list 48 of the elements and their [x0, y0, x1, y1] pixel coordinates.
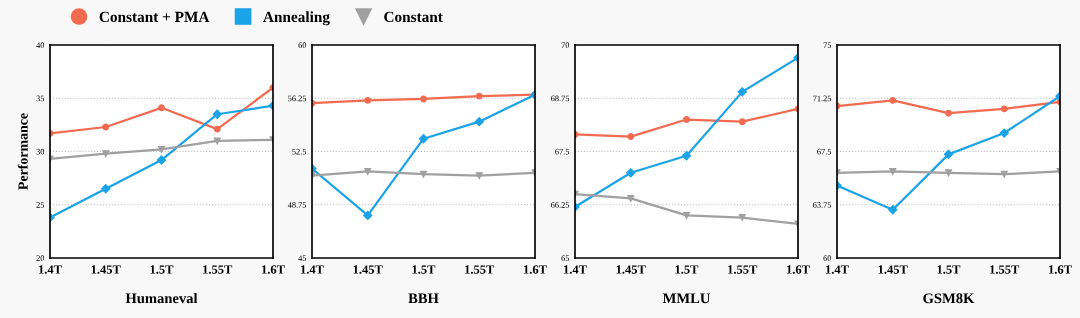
x-axis-title: MMLU [662, 293, 711, 304]
x-axis-title: Humaneval [125, 292, 198, 304]
x-axis-title: BBH [408, 293, 439, 304]
x-tick-label: 1.55T [203, 265, 233, 274]
x-tick-label: 1.4T [826, 265, 849, 274]
y-tick-label: 35 [36, 95, 45, 102]
x-tick-label: 1.45T [353, 265, 383, 274]
x-tick-label: 1.4T [564, 265, 587, 274]
y-tick-label: 63.75 [813, 202, 832, 208]
y-tick-label: 48.75 [287, 202, 307, 208]
x-tick-label: 1.5T [412, 265, 436, 274]
legend-label: Constant [384, 11, 443, 23]
x-axis-title: GSM8K [923, 293, 975, 304]
y-tick-label: 56.25 [288, 95, 307, 102]
x-tick-label: 1.55T [990, 265, 1020, 274]
y-tick-label: 25 [36, 202, 45, 208]
y-tick-label: 71.25 [813, 95, 832, 102]
legend-label: Constant + PMA [99, 11, 210, 23]
x-tick-label: 1.45T [878, 265, 908, 274]
x-tick-label: 1.5T [937, 265, 961, 274]
x-tick-label: 1.6T [1049, 265, 1072, 274]
y-tick-label: 67.5 [817, 148, 832, 155]
x-tick-label: 1.5T [675, 265, 699, 274]
y-tick-label: 30 [36, 148, 45, 155]
y-tick-label: 75 [823, 42, 832, 48]
x-tick-label: 1.6T [524, 265, 547, 274]
y-tick-label: 60 [823, 255, 832, 261]
y-tick-label: 67.5 [555, 148, 570, 155]
y-axis-title: Performance [17, 113, 28, 190]
x-tick-label: 1.6T [787, 265, 810, 274]
legend-label: Annealing [263, 11, 330, 26]
x-tick-label: 1.4T [301, 265, 324, 274]
x-tick-label: 1.4T [39, 265, 62, 274]
x-tick-label: 1.45T [91, 265, 121, 274]
x-tick-label: 1.6T [262, 265, 285, 274]
y-tick-label: 68.75 [551, 95, 570, 102]
y-tick-label: 65 [561, 255, 570, 261]
y-tick-label: 66.25 [551, 202, 570, 208]
y-tick-label: 60 [298, 42, 307, 48]
x-tick-label: 1.45T [616, 265, 646, 274]
x-tick-label: 1.5T [150, 265, 174, 274]
y-tick-label: 70 [561, 42, 570, 48]
y-tick-label: 20 [36, 255, 45, 261]
x-tick-label: 1.55T [728, 265, 758, 274]
y-tick-label: 45 [298, 255, 307, 261]
x-tick-label: 1.55T [465, 265, 495, 274]
y-tick-label: 52.5 [292, 148, 307, 155]
y-tick-label: 40 [36, 42, 45, 48]
